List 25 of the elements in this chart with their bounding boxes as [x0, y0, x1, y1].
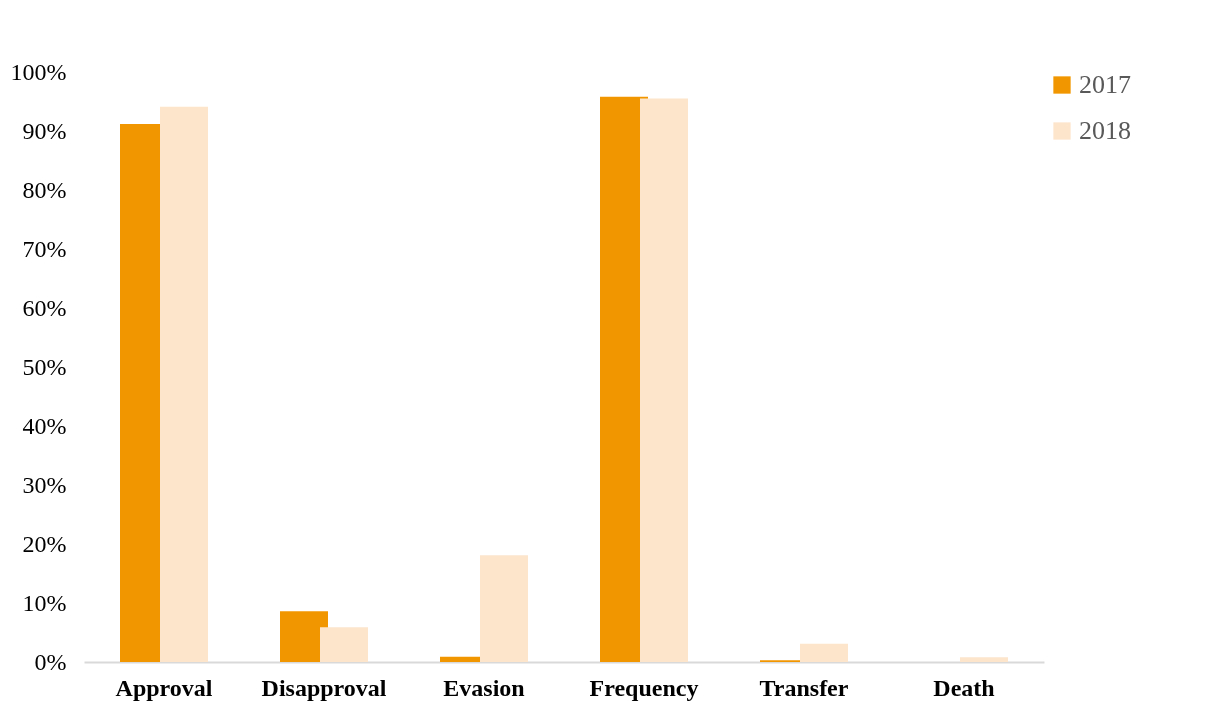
x-tick-label: Evasion — [443, 674, 525, 701]
bar — [160, 106, 208, 662]
legend-label: 2017 — [1079, 70, 1131, 99]
y-tick-label: 80% — [22, 176, 67, 203]
y-tick-label: 50% — [22, 353, 67, 380]
legend-label: 2018 — [1079, 116, 1131, 145]
x-tick-label: Transfer — [759, 674, 849, 701]
x-tick-label: Death — [933, 674, 995, 701]
x-tick-label: Frequency — [589, 674, 699, 701]
bar — [320, 627, 368, 662]
y-tick-label: 70% — [22, 235, 67, 262]
y-tick-label: 40% — [22, 412, 67, 439]
y-tick-label: 100% — [10, 58, 67, 85]
y-tick-label: 0% — [34, 648, 67, 675]
y-tick-label: 30% — [22, 471, 67, 498]
y-tick-label: 90% — [22, 117, 67, 144]
y-tick-label: 20% — [22, 530, 67, 557]
y-tick-label: 60% — [22, 294, 67, 321]
bar — [480, 555, 528, 662]
bar — [640, 98, 688, 662]
x-tick-label: Approval — [115, 674, 213, 701]
bar — [800, 643, 848, 662]
bar — [960, 657, 1008, 662]
y-tick-label: 10% — [22, 589, 67, 616]
x-tick-label: Disapproval — [261, 674, 387, 701]
